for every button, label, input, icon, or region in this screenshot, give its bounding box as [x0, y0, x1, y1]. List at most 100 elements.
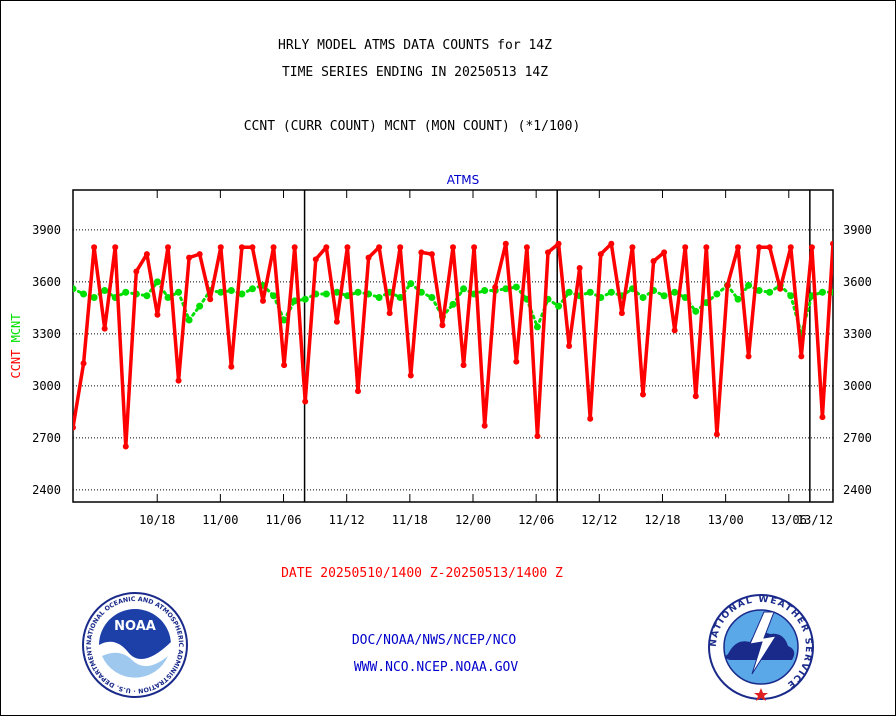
mcnt-point-14	[217, 288, 225, 296]
ccnt-point-27	[355, 388, 361, 395]
ccnt-point-4	[112, 244, 119, 251]
mcnt-point-64	[745, 281, 753, 289]
mcnt-point-65	[755, 287, 763, 295]
ccnt-point-63	[735, 244, 741, 251]
mcnt-point-63	[734, 295, 742, 303]
mcnt-point-32	[407, 280, 415, 288]
ccnt-point-29	[376, 244, 383, 251]
x-tick-label-11: 13/12	[797, 513, 833, 527]
x-tick-label-9: 13/00	[708, 513, 744, 527]
ccnt-point-22	[302, 398, 309, 405]
mcnt-point-56	[660, 292, 668, 300]
ccnt-point-39	[481, 422, 488, 429]
ccnt-point-65	[756, 244, 763, 251]
ccnt-point-55	[650, 258, 657, 265]
x-tick-label-4: 11/18	[392, 513, 428, 527]
ccnt-point-60	[703, 244, 710, 251]
ccnt-point-15	[228, 363, 235, 370]
ccnt-point-30	[386, 310, 393, 317]
ccnt-point-25	[333, 318, 340, 325]
y-tick-label-right-3000: 3000	[843, 379, 872, 393]
x-tick-label-6: 12/06	[518, 513, 554, 527]
chart: 2400 2400 2700 2700 3000 3000 3300 3300 3600 3600…	[9, 173, 872, 527]
mcnt-point-12	[196, 302, 204, 310]
mcnt-point-47	[565, 288, 573, 296]
ccnt-point-62	[724, 282, 731, 289]
x-tick-label-1: 11/00	[202, 513, 238, 527]
url-line[interactable]: WWW.NCO.NCEP.NOAA.GOV	[353, 660, 519, 675]
ccnt-point-36	[450, 244, 456, 251]
ccnt-point-56	[661, 249, 668, 256]
ccnt-point-48	[576, 265, 583, 271]
y-tick-label-right-2400: 2400	[843, 483, 872, 497]
ccnt-point-34	[428, 251, 435, 258]
mcnt-point-16	[238, 290, 246, 298]
ccnt-point-32	[407, 372, 414, 379]
org-line[interactable]: DOC/NOAA/NWS/NCEP/NCO	[351, 633, 517, 648]
mcnt-point-59	[692, 307, 700, 315]
mcnt-point-57	[671, 288, 679, 296]
ccnt-point-66	[766, 244, 773, 251]
ccnt-point-23	[312, 256, 319, 263]
ccnt-point-26	[344, 244, 351, 251]
ccnt-point-57	[671, 327, 678, 334]
ccnt-point-14	[217, 244, 224, 251]
ccnt-point-45	[545, 249, 551, 256]
ccnt-point-33	[418, 249, 425, 256]
mcnt-point-11	[185, 316, 193, 324]
x-tick-label-2: 11/06	[265, 513, 301, 527]
ccnt-point-0	[73, 424, 76, 431]
ccnt-point-8	[154, 311, 161, 318]
mcnt-point-17	[248, 285, 256, 293]
mcnt-point-44	[533, 323, 541, 331]
ccnt-point-40	[492, 284, 499, 291]
ccnt-point-20	[281, 362, 288, 369]
mcnt-point-5	[122, 288, 130, 296]
ccnt-point-7	[143, 251, 150, 258]
ccnt-point-9	[165, 244, 171, 251]
x-tick-label-8: 12/18	[644, 513, 680, 527]
nws-logo: NATIONAL WEATHER SERVICE	[708, 594, 814, 701]
mcnt-point-1	[80, 290, 88, 298]
mcnt-point-10	[175, 288, 183, 296]
ccnt-point-28	[365, 254, 372, 261]
ccnt-point-3	[101, 325, 108, 332]
ccnt-point-68	[787, 244, 794, 251]
y-tick-label-right-2700: 2700	[843, 431, 872, 445]
y-tick-label-left-3300: 3300	[32, 327, 61, 341]
ccnt-point-6	[133, 268, 140, 275]
ccnt-point-17	[249, 244, 256, 251]
ccnt-line	[73, 241, 833, 449]
date-range-label: DATE 20250510/1400 Z-20250513/1400 Z	[281, 566, 563, 581]
mcnt-point-19	[270, 292, 278, 300]
ccnt-point-24	[323, 244, 330, 251]
x-tick-label-10: 13/06	[771, 513, 807, 527]
mcnt-point-15	[227, 287, 235, 295]
ccnt-point-19	[270, 244, 277, 251]
ccnt-point-53	[629, 244, 636, 251]
ccnt-point-35	[439, 322, 446, 329]
ccnt-point-69	[798, 353, 805, 360]
mcnt-point-29	[375, 293, 383, 301]
ccnt-point-10	[175, 377, 182, 384]
x-tick-label-5: 12/00	[455, 513, 491, 527]
ccnt-point-5	[122, 443, 129, 450]
y-tick-label-left-2400: 2400	[32, 483, 61, 497]
noaa-logo-text: NOAA	[114, 619, 156, 634]
mcnt-point-36	[449, 300, 457, 308]
ccnt-point-37	[460, 362, 467, 369]
y-axis-label-ccnt: CCNT	[9, 342, 23, 378]
ccnt-point-70	[808, 244, 815, 251]
noaa-logo: NATIONAL OCEANIC AND ATMOSPHERIC ADMINIS…	[80, 590, 188, 698]
ccnt-point-59	[692, 393, 699, 400]
y-axis-label-mcnt: MCNT	[9, 313, 23, 342]
mcnt-point-49	[586, 288, 594, 296]
ccnt-point-67	[777, 285, 784, 292]
ccnt-point-31	[397, 244, 404, 251]
ccnt-point-52	[618, 310, 625, 317]
ccnt-point-47	[566, 343, 573, 349]
ccnt-point-72	[830, 240, 833, 247]
mcnt-point-31	[396, 293, 404, 301]
ccnt-point-49	[587, 415, 594, 422]
y-axis-label: CCNT MCNT	[9, 313, 23, 378]
